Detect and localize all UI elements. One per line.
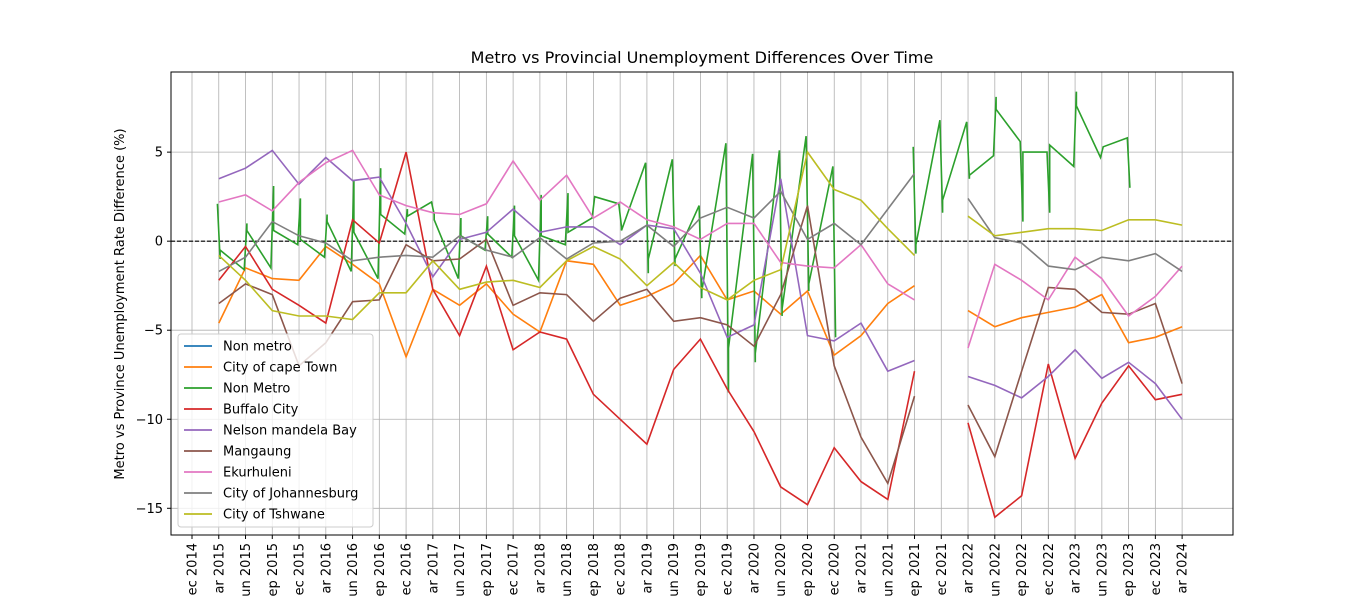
y-tick-label: −10 <box>136 413 163 428</box>
x-tick-label: ar 2018 <box>533 543 548 594</box>
series-line-buffalo-city <box>218 151 1183 519</box>
legend-box <box>177 333 374 528</box>
x-axis-ticks: ec 2014 ar 2015 un 2015 ep 2015 ec 2015 ar 20… <box>186 535 1191 597</box>
x-tick-label: ep 2021 <box>908 543 923 596</box>
x-tick-label: ar 2017 <box>426 543 441 594</box>
y-tick-label: 5 <box>155 146 163 161</box>
x-tick-label: ep 2020 <box>801 543 816 596</box>
legend-label-non-metro: Non Metro <box>223 382 290 397</box>
x-tick-label: ep 2019 <box>694 543 709 596</box>
legend-label-city-of-johannesburg: City of Johannesburg <box>223 487 358 502</box>
x-tick-label: ar 2019 <box>640 543 655 594</box>
x-tick-label: ec 2018 <box>614 543 629 595</box>
legend-label-ekurhuleni: Ekurhuleni <box>223 466 292 481</box>
x-tick-label: un 2019 <box>667 543 682 597</box>
x-tick-label: un 2021 <box>881 543 896 597</box>
x-tick-label: ep 2022 <box>1015 543 1030 596</box>
x-tick-label: ec 2017 <box>507 543 522 595</box>
legend-label-city-of-cape-town: City of cape Town <box>223 361 337 376</box>
legend-label-city-of-tshwane: City of Tshwane <box>223 508 325 523</box>
x-tick-label: ec 2022 <box>1042 543 1057 595</box>
series-line-nelson-mandela-bay <box>218 149 1183 420</box>
legend: Non metro City of cape Town Non Metro Buffa… <box>177 333 374 528</box>
legend-label-mangaung: Mangaung <box>223 445 291 460</box>
series-line-city-of-johannesburg <box>218 173 1183 273</box>
x-tick-label: ar 2021 <box>855 543 870 594</box>
plot-frame <box>170 71 1234 536</box>
series-line-non-metro <box>216 135 837 393</box>
y-tick-label: 0 <box>155 235 163 250</box>
x-tick-label: ar 2016 <box>319 543 334 594</box>
x-tick-label: ep 2023 <box>1122 543 1137 596</box>
x-tick-label: ec 2015 <box>293 543 308 595</box>
x-tick-label: ar 2022 <box>962 543 977 594</box>
x-tick-label: un 2016 <box>346 543 361 597</box>
x-tick-label: ec 2021 <box>935 543 950 595</box>
y-tick-label: −15 <box>136 502 163 517</box>
x-tick-label: un 2018 <box>560 543 575 597</box>
x-tick-label: ec 2016 <box>400 543 415 595</box>
x-tick-label: ec 2020 <box>828 543 843 595</box>
x-tick-label: ec 2023 <box>1149 543 1164 595</box>
legend-label-nelson-mandela-bay: Nelson mandela Bay <box>223 424 357 439</box>
x-tick-label: ar 2024 <box>1176 543 1191 594</box>
x-tick-label: ar 2020 <box>748 543 763 594</box>
x-tick-label: un 2015 <box>239 543 254 597</box>
series-line-ekurhuleni <box>218 149 1183 349</box>
x-tick-label: un 2023 <box>1095 543 1110 597</box>
x-tick-label: ec 2019 <box>721 543 736 595</box>
y-axis-ticks: −15 −10 −5 0 5 <box>136 146 171 517</box>
series-lines <box>216 91 1183 519</box>
x-tick-label: un 2020 <box>774 543 789 597</box>
x-tick-label: ep 2017 <box>480 543 495 596</box>
x-tick-label: ec 2014 <box>186 543 201 595</box>
x-tick-label: ep 2015 <box>266 543 281 596</box>
x-tick-label: ar 2015 <box>212 543 227 594</box>
chart-title: Metro vs Provincial Unemployment Differe… <box>471 48 934 67</box>
x-tick-label: ep 2018 <box>587 543 602 596</box>
x-tick-label: ar 2023 <box>1069 543 1084 594</box>
y-tick-label: −5 <box>144 324 163 339</box>
x-tick-label: ep 2016 <box>373 543 388 596</box>
legend-label-non-metro: Non metro <box>223 340 292 355</box>
series-line-mangaung <box>218 205 1183 486</box>
x-tick-label: un 2022 <box>988 543 1003 597</box>
legend-label-buffalo-city: Buffalo City <box>223 403 299 418</box>
y-axis-label: Metro vs Province Unemployment Rate Diff… <box>113 128 128 479</box>
x-tick-label: un 2017 <box>453 543 468 597</box>
series-line-city-of-tshwane <box>218 150 1183 321</box>
series-line-non-metro <box>912 91 1131 254</box>
